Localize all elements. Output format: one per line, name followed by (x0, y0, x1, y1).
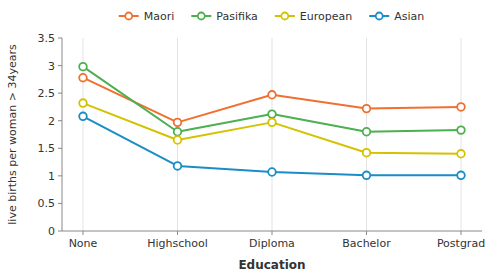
series-marker (363, 172, 371, 180)
y-tick (58, 93, 62, 94)
series-marker (79, 63, 87, 71)
y-tick-label: 1.5 (38, 142, 56, 155)
series-marker (457, 126, 465, 134)
series-marker (79, 99, 87, 107)
y-tick (58, 120, 62, 121)
legend-marker (198, 13, 205, 20)
series-marker (79, 74, 87, 82)
legend-label: Pasifika (216, 10, 258, 23)
legend-item: Maori (119, 10, 175, 23)
x-tick (272, 231, 273, 235)
x-tick-label: Postgrad (437, 237, 485, 250)
x-tick-label: Highschool (147, 237, 208, 250)
series-marker (363, 149, 371, 157)
series-marker (457, 150, 465, 158)
x-tick (461, 231, 462, 235)
x-tick-label: None (69, 237, 98, 250)
series-marker (363, 105, 371, 113)
plot-area (79, 63, 465, 179)
series-line (83, 67, 461, 132)
series-marker (457, 103, 465, 111)
y-tick (58, 38, 62, 39)
x-tick (177, 231, 178, 235)
series-marker (363, 128, 371, 136)
y-tick-label: 2.5 (38, 87, 56, 100)
series-marker (268, 168, 276, 176)
series-marker (174, 136, 182, 144)
y-tick-label: 0 (48, 225, 55, 238)
x-axis-label: Education (238, 258, 305, 272)
series-line (83, 78, 461, 123)
y-tick-label: 1 (48, 170, 55, 183)
legend-label: European (300, 10, 352, 23)
y-tick (58, 203, 62, 204)
y-axis-label: live births per woman > 34years (6, 44, 19, 225)
legend-marker (281, 13, 288, 20)
y-axis-line (62, 38, 63, 231)
axes: 0 0.5 1 1.5 2 2.5 3 3.5 None Highschool Diploma Bac… (38, 32, 486, 250)
series-marker (268, 91, 276, 99)
legend-marker (376, 13, 383, 20)
legend-label: Maori (144, 10, 175, 23)
x-tick-label: Diploma (249, 237, 295, 250)
y-tick (58, 231, 62, 232)
y-tick (58, 65, 62, 66)
x-tick-label: Bachelor (342, 237, 391, 250)
grid-line (272, 38, 273, 231)
y-tick (58, 148, 62, 149)
y-tick-label: 2 (48, 115, 55, 128)
series-marker (174, 128, 182, 136)
legend-item: Pasifika (191, 10, 258, 23)
series-marker (457, 172, 465, 180)
legend: Maori Pasifika European Asian (119, 10, 425, 23)
series-marker (268, 119, 276, 127)
y-tick (58, 175, 62, 176)
y-tick-label: 3.5 (38, 32, 56, 45)
legend-item: Asian (369, 10, 424, 23)
legend-label: Asian (394, 10, 424, 23)
series-marker (268, 110, 276, 118)
series-marker (79, 113, 87, 121)
chart-container: 0 0.5 1 1.5 2 2.5 3 3.5 None Highschool Diploma Bac… (0, 0, 500, 277)
y-tick-label: 0.5 (38, 197, 56, 210)
chart-svg: 0 0.5 1 1.5 2 2.5 3 3.5 None Highschool Diploma Bac… (0, 0, 500, 277)
legend-item: European (275, 10, 352, 23)
y-tick-label: 3 (48, 60, 55, 73)
series-marker (174, 119, 182, 127)
x-tick (366, 231, 367, 235)
legend-marker (125, 13, 132, 20)
x-tick (83, 231, 84, 235)
series-line (83, 116, 461, 175)
series-marker (174, 162, 182, 170)
